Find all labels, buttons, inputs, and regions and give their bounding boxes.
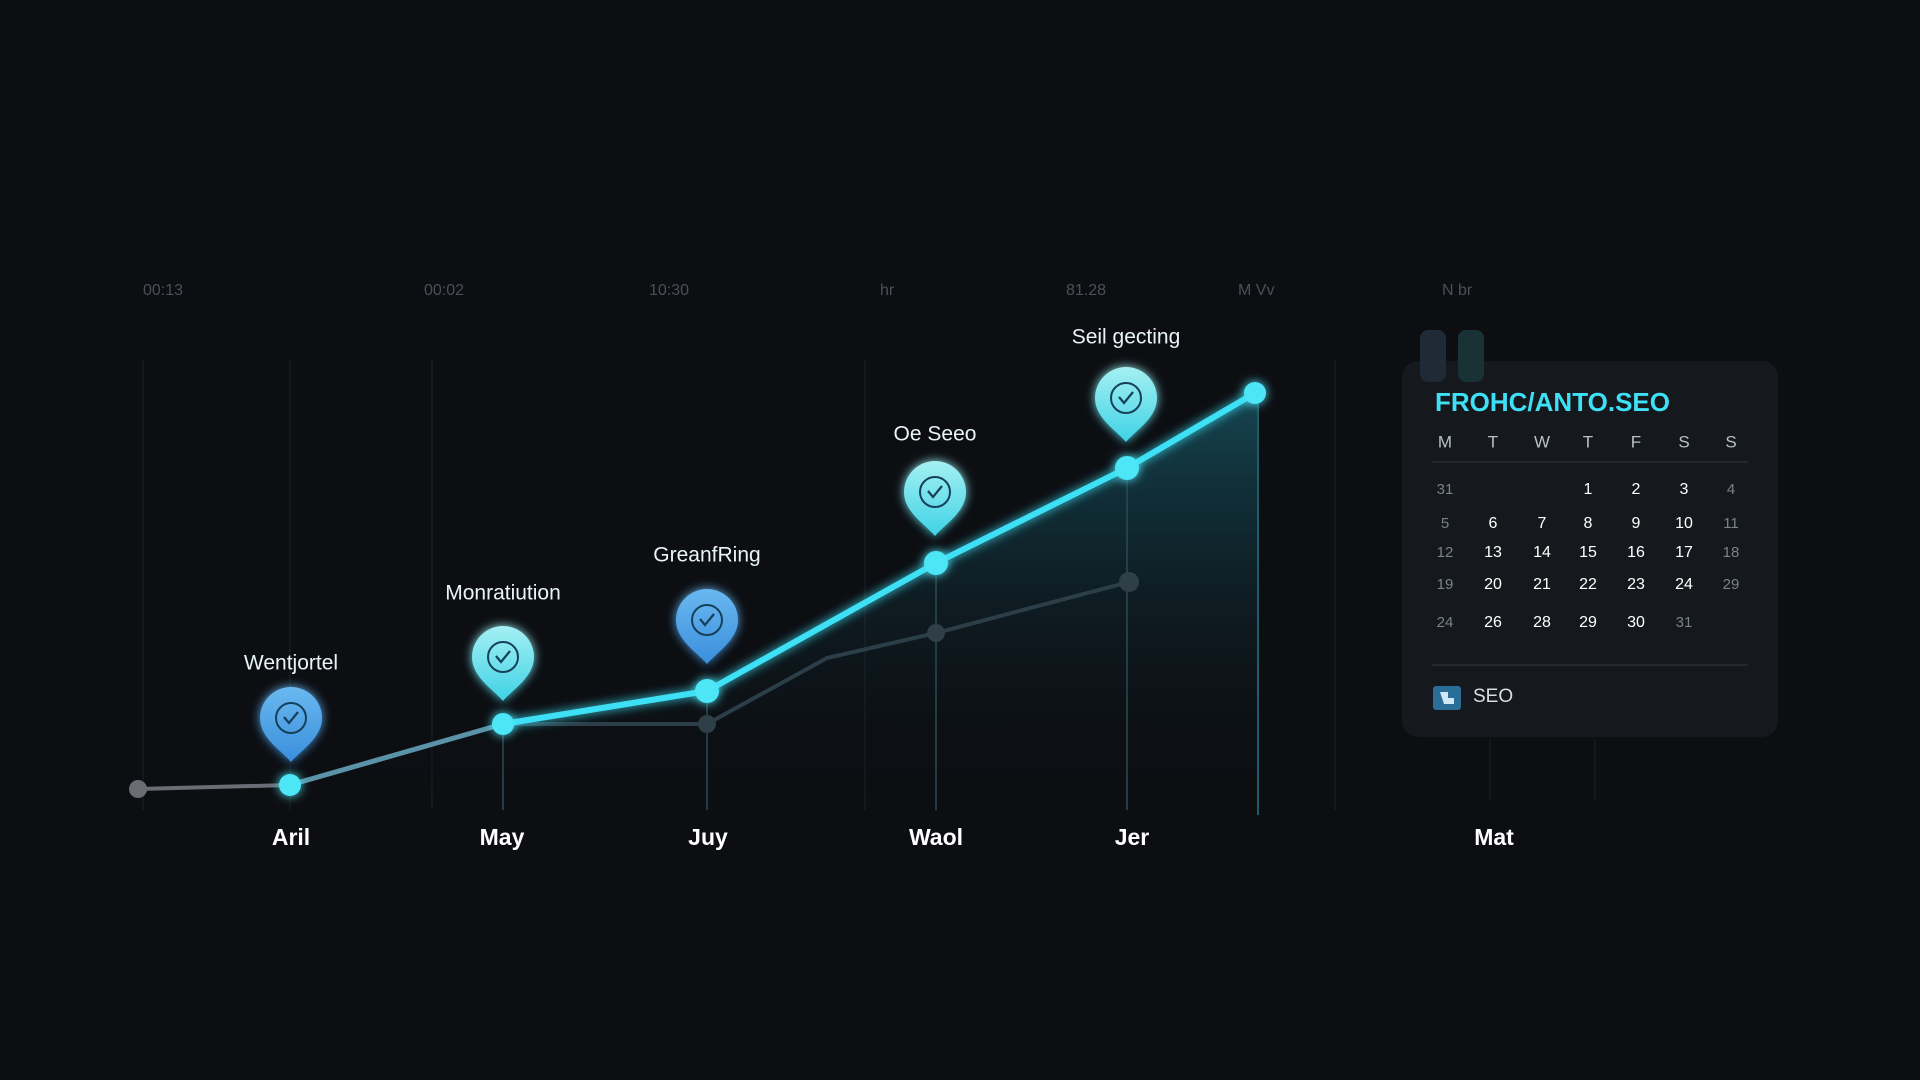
tab: [1420, 330, 1446, 382]
milestone-label: Seil gecting: [1072, 326, 1181, 349]
time-label: 10:30: [649, 282, 689, 299]
calendar-day: 14: [1533, 544, 1551, 561]
month-label: Jer: [1115, 824, 1150, 850]
weekday: F: [1631, 432, 1641, 451]
calendar-day: 8: [1584, 515, 1593, 532]
time-label: N br: [1442, 282, 1473, 299]
milestone-label: Oe Seeo: [894, 423, 977, 446]
calendar-day: 11: [1723, 515, 1739, 532]
pin-shape: [904, 461, 966, 536]
calendar-day: 5: [1441, 515, 1449, 532]
weekday: S: [1678, 432, 1689, 451]
secondary-line: [503, 580, 1130, 726]
calendar-day: 22: [1579, 576, 1597, 593]
calendar-panel: [1402, 361, 1778, 737]
calendar-day: 20: [1484, 576, 1502, 593]
month-label: May: [480, 824, 525, 850]
calendar-day: 7: [1538, 515, 1547, 532]
calendar-day: 9: [1632, 515, 1641, 532]
calendar-day: 13: [1484, 544, 1502, 561]
calendar-day: 29: [1579, 614, 1597, 631]
pin: [260, 687, 322, 762]
calendar-day: 10: [1675, 515, 1693, 532]
time-label: 81.28: [1066, 282, 1106, 299]
calendar-day: 21: [1533, 576, 1551, 593]
calendar-day: 28: [1533, 614, 1551, 631]
calendar-day: 23: [1627, 576, 1645, 593]
calendar-day: 30: [1627, 614, 1645, 631]
start-dot: [129, 780, 147, 798]
weekday: W: [1534, 432, 1550, 451]
calendar-day: 3: [1680, 481, 1689, 498]
time-label: 00:02: [424, 282, 464, 299]
start-line: [137, 783, 291, 791]
weekday: T: [1488, 432, 1498, 451]
pin: [676, 589, 738, 664]
calendar-day: 4: [1727, 481, 1735, 498]
pin: [904, 461, 966, 536]
time-label: hr: [880, 282, 895, 299]
area: [290, 393, 1258, 815]
calendar-day: 31: [1676, 614, 1693, 631]
calendar-day: 29: [1723, 576, 1740, 593]
pin-icon: [1110, 382, 1142, 414]
calendar-day: 17: [1675, 544, 1693, 561]
calendar-day: 12: [1437, 544, 1454, 561]
pin-shape: [260, 687, 322, 762]
milestone-label: Monratiution: [445, 582, 561, 605]
time-label: 00:13: [143, 282, 183, 299]
calendar-footer: SEO: [1473, 686, 1513, 707]
pin-icon: [283, 711, 299, 725]
pin-icon: [927, 485, 943, 499]
dots: [279, 382, 1266, 796]
pin-shape: [676, 589, 738, 664]
pin-icon: [495, 650, 511, 664]
calendar-day: 24: [1437, 614, 1454, 631]
calendar-day: 2: [1632, 481, 1641, 498]
time-label: M Vv: [1238, 282, 1274, 299]
pin-icon: [275, 702, 307, 734]
calendar-day: 15: [1579, 544, 1597, 561]
calendar-day: 18: [1723, 544, 1740, 561]
weekday: T: [1583, 432, 1593, 451]
calendar-day: 6: [1489, 515, 1498, 532]
month-label: Mat: [1474, 824, 1514, 850]
tab: [1458, 330, 1484, 382]
seo-icon: [1433, 686, 1461, 710]
pin-shape: [472, 626, 534, 701]
calendar-day: 24: [1675, 576, 1693, 593]
calendar-day: 1: [1584, 481, 1593, 498]
drop-lines: [502, 468, 1128, 810]
pin: [472, 626, 534, 701]
calendar-day: 16: [1627, 544, 1645, 561]
pin-shape: [1095, 367, 1157, 442]
month-label: Juy: [688, 824, 728, 850]
pin-icon: [699, 613, 715, 627]
month-label: Waol: [909, 824, 963, 850]
transition-line: [289, 721, 504, 788]
weekday: M: [1438, 432, 1452, 451]
calendar-title: FROHC/ANTO.SEO: [1435, 387, 1670, 417]
calendar-day: 31: [1437, 481, 1454, 498]
calendar-day: 26: [1484, 614, 1502, 631]
month-label: Aril: [272, 824, 310, 850]
pin-icon: [1118, 391, 1134, 405]
pin-icon: [691, 604, 723, 636]
weekday: S: [1725, 432, 1736, 451]
calendar-day: 19: [1437, 576, 1454, 593]
milestone-label: Wentjortel: [244, 652, 338, 675]
pin-icon: [487, 641, 519, 673]
milestone-label: GreanfRing: [653, 544, 760, 567]
pin: [1095, 367, 1157, 442]
secondary-dots: [698, 572, 1139, 733]
pin-icon: [919, 476, 951, 508]
